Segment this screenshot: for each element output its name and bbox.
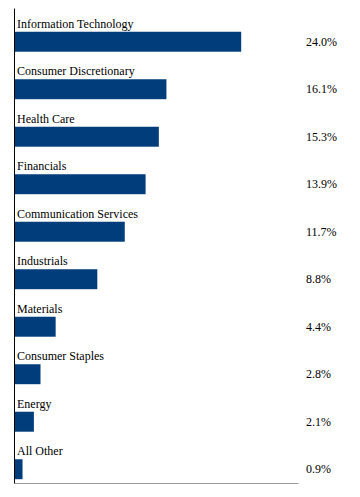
- bar: [14, 174, 146, 194]
- x-axis-line: [15, 483, 299, 484]
- category-label: Industrials: [17, 254, 68, 268]
- category-label: Consumer Staples: [17, 349, 104, 363]
- bars: [14, 32, 241, 479]
- data-label: 2.8%: [306, 367, 331, 381]
- data-label: 16.1%: [306, 82, 337, 96]
- data-label: 4.4%: [306, 320, 331, 334]
- chart-svg: Information Technology Consumer Discretio…: [0, 0, 360, 497]
- data-label: 24.0%: [306, 35, 337, 49]
- bar: [14, 79, 166, 99]
- category-label: Materials: [17, 302, 63, 316]
- bar: [14, 222, 125, 242]
- bar: [14, 317, 56, 337]
- category-label: Consumer Discretionary: [17, 64, 135, 78]
- data-label: 8.8%: [306, 272, 331, 286]
- bar: [14, 412, 34, 432]
- bar: [14, 32, 241, 52]
- data-labels: 24.0% 16.1% 15.3% 13.9% 11.7% 8.8% 4.4% 2.8% 2.1…: [306, 35, 337, 477]
- data-label: 0.9%: [306, 462, 331, 476]
- category-labels: Information Technology Consumer Discretio…: [17, 17, 138, 459]
- bar: [14, 127, 159, 147]
- category-label: All Other: [17, 444, 63, 458]
- bar: [14, 459, 23, 479]
- category-label: Energy: [17, 397, 51, 411]
- bar: [14, 269, 97, 289]
- chart-container: Information Technology Consumer Discretio…: [0, 0, 360, 497]
- category-label: Communication Services: [17, 207, 138, 221]
- category-label: Financials: [17, 159, 67, 173]
- y-axis-line: [14, 9, 15, 484]
- plot: Information Technology Consumer Discretio…: [14, 9, 337, 484]
- data-label: 2.1%: [306, 415, 331, 429]
- y-axis: [14, 9, 15, 484]
- bar: [14, 364, 41, 384]
- data-label: 15.3%: [306, 130, 337, 144]
- category-label: Information Technology: [17, 17, 134, 31]
- x-axis: [15, 483, 299, 484]
- data-label: 11.7%: [306, 225, 337, 239]
- category-label: Health Care: [17, 112, 75, 126]
- data-label: 13.9%: [306, 177, 337, 191]
